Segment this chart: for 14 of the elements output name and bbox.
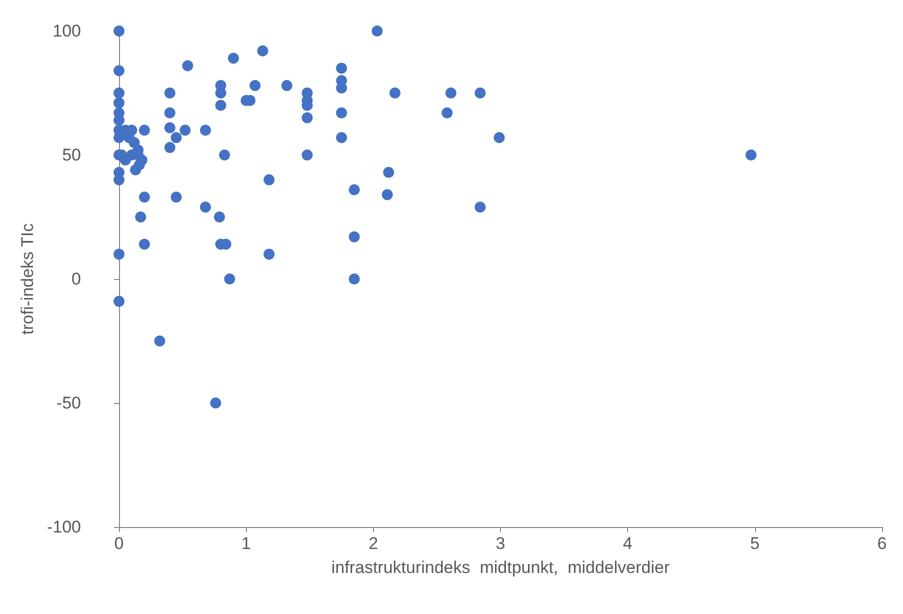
- x-tick-label: 5: [750, 534, 760, 553]
- y-tick-label: 100: [52, 22, 81, 40]
- y-axis-title: trofi-indeks TIc: [18, 222, 38, 335]
- x-tick-label: 0: [114, 534, 124, 553]
- x-tick-label: 2: [368, 534, 378, 553]
- x-tick-label: 1: [241, 534, 251, 553]
- y-tick-label: 50: [62, 146, 81, 164]
- x-tick-label: 3: [496, 534, 506, 553]
- x-axis-title: infrastrukturindeks midtpunkt, middelverdier: [331, 558, 670, 577]
- x-tick-label: 6: [877, 534, 887, 553]
- y-tick-label: 0: [72, 270, 81, 288]
- x-tick-label: 4: [622, 534, 632, 553]
- y-tick-label: -50: [56, 394, 81, 412]
- y-tick-label: -100: [46, 518, 81, 536]
